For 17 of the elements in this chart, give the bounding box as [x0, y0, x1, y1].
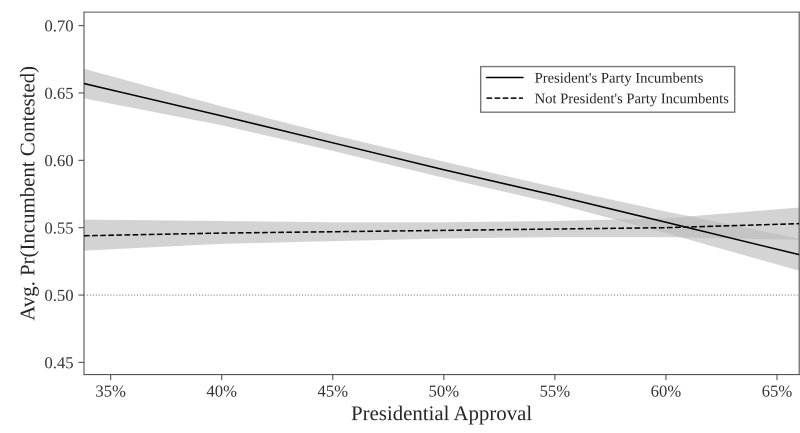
x-tick-label: 50% — [430, 385, 459, 397]
y-tick-label: 0.50 — [45, 290, 73, 302]
y-tick-label: 0.60 — [45, 155, 73, 166]
y-tick-label: 0.65 — [45, 88, 73, 99]
x-tick-label: 35% — [96, 385, 126, 397]
legend-label: Not President's Party Incumbents — [535, 93, 728, 106]
x-tick-label: 65% — [762, 385, 792, 397]
x-tick-label: 45% — [318, 385, 348, 397]
x-axis-title: Presidential Approval — [352, 406, 532, 425]
y-tick-label: 0.70 — [45, 20, 73, 32]
y-axis-title: Avg. Pr(Incumbent Contested) — [20, 66, 39, 321]
y-tick-label: 0.55 — [45, 222, 73, 234]
x-tick-label: 40% — [206, 385, 236, 397]
x-tick-label: 55% — [540, 385, 570, 397]
legend-label: President's Party Incumbents — [535, 72, 703, 86]
y-tick-label: 0.45 — [45, 357, 73, 368]
x-tick-label: 60% — [651, 385, 681, 397]
